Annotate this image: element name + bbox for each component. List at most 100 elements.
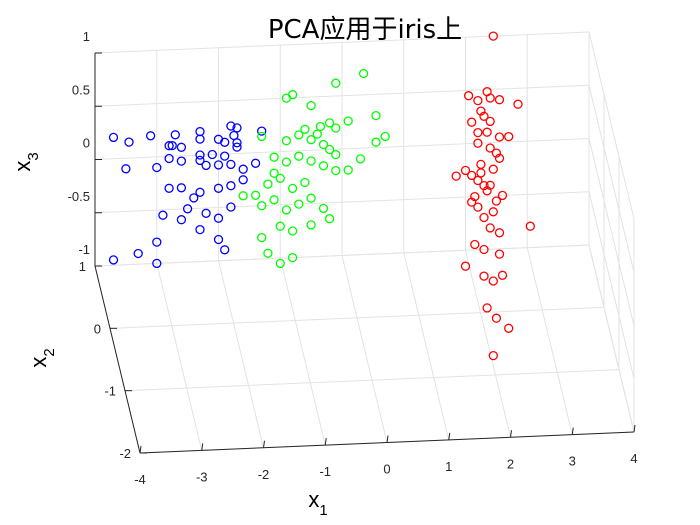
z-axis-label: x3 — [10, 152, 42, 171]
scatter-point-series-2 — [306, 135, 316, 145]
scatter-point-series-3 — [479, 111, 489, 121]
scatter-point-series-3 — [476, 106, 486, 116]
gridline — [588, 138, 635, 326]
scatter-point-series-2 — [250, 190, 261, 200]
scatter-point-series-2 — [269, 195, 279, 205]
gridline — [94, 84, 590, 107]
scatter-point-series-1 — [207, 149, 217, 160]
scatter-point-series-1 — [213, 160, 224, 170]
gridline — [341, 255, 388, 443]
y-axis-label-base: x — [26, 357, 51, 368]
gridline — [279, 258, 326, 446]
scatter-point-series-1 — [213, 213, 224, 223]
scatter-point-series-2 — [287, 226, 298, 236]
scatter-point-series-2 — [331, 123, 341, 133]
scatter-point-series-2 — [269, 168, 279, 178]
scatter-point-series-3 — [485, 223, 495, 233]
scatter-point-series-2 — [358, 68, 369, 79]
scatter-point-series-2 — [306, 220, 316, 230]
axis-lines — [94, 52, 636, 454]
scatter-point-series-1 — [195, 187, 205, 197]
scatter-point-series-1 — [238, 175, 248, 185]
gridline — [465, 250, 511, 438]
scatter-point-series-3 — [488, 276, 498, 286]
scatter-point-series-2 — [238, 191, 248, 201]
scatter-point-series-1 — [176, 183, 187, 193]
z-axis-label-subscript: 3 — [25, 152, 42, 160]
x-tick-label: -1 — [319, 464, 331, 479]
scatter-point-series-2 — [300, 177, 310, 188]
scatter-point-series-3 — [497, 190, 508, 201]
gridline — [94, 31, 590, 54]
scatter-point-series-3 — [491, 313, 502, 323]
y-tick-label: 0 — [94, 321, 101, 336]
scatter-point-series-3 — [488, 207, 498, 217]
z-tick-label: 0.5 — [72, 82, 90, 97]
scatter-point-series-2 — [371, 110, 381, 121]
x-tick-label: -3 — [196, 469, 208, 484]
scatter-point-series-3 — [467, 117, 477, 127]
scatter-point-series-3 — [482, 303, 492, 313]
scatter-point-series-1 — [238, 164, 248, 174]
scatter-point-series-2 — [318, 203, 329, 214]
scatter-point-series-2 — [324, 118, 335, 128]
x-tick-label: 1 — [445, 459, 452, 474]
scatter-point-series-3 — [482, 186, 492, 196]
scatter-point-series-3 — [494, 95, 505, 105]
scatter-point-series-3 — [473, 138, 483, 148]
x-tick-label: 0 — [383, 462, 390, 477]
scatter-point-series-2 — [343, 116, 353, 126]
gridline — [156, 263, 203, 451]
x-tick-mark — [510, 430, 512, 438]
scatter-point-series-1 — [152, 258, 162, 269]
scatter-point-series-1 — [195, 155, 205, 166]
scatter-point-series-1 — [195, 224, 205, 235]
scatter-point-series-3 — [513, 99, 523, 109]
scatter-point-series-2 — [324, 144, 335, 155]
scatter-point-series-3 — [473, 202, 483, 212]
scatter-point-series-1 — [164, 141, 174, 151]
scatter-point-series-2 — [306, 193, 316, 203]
z-tick-label: -1 — [78, 242, 90, 257]
scatter-point-series-3 — [485, 116, 495, 127]
scatter-point-series-3 — [488, 350, 498, 361]
scatter-point-series-2 — [287, 183, 298, 194]
scatter-point-series-1 — [164, 183, 174, 193]
scatter-point-series-2 — [294, 151, 304, 161]
scatter-point-series-2 — [324, 214, 335, 224]
scatter-point-series-2 — [306, 156, 316, 166]
x-tick-label: -4 — [134, 472, 146, 487]
scatter-point-series-1 — [170, 130, 180, 140]
gridline — [94, 138, 590, 160]
scatter-point-series-3 — [467, 170, 477, 181]
scatter-point-series-3 — [460, 261, 471, 271]
y-axis-line — [94, 265, 141, 454]
gridline — [588, 31, 635, 220]
scatter-point-series-3 — [473, 175, 483, 186]
scatter-point-series-2 — [306, 100, 316, 111]
z-tick-label: 0 — [83, 136, 90, 151]
z-tick-label: -0.5 — [68, 189, 90, 204]
scatter-point-series-3 — [479, 180, 489, 191]
scatter-point-series-1 — [176, 215, 187, 225]
scatter-point-series-2 — [263, 248, 273, 258]
scatter-point-series-3 — [479, 244, 489, 255]
x-tick-label: 2 — [507, 456, 514, 471]
scatter-point-series-1 — [250, 158, 261, 168]
scatter-point-series-1 — [232, 142, 242, 152]
z-tick-label: 1 — [83, 29, 90, 44]
scatter-point-series-3 — [494, 249, 505, 259]
scatter-point-series-2 — [331, 78, 341, 88]
scatter-point-series-2 — [315, 121, 326, 132]
x-tick-label: 4 — [630, 451, 637, 466]
scatter-point-series-1 — [152, 237, 162, 247]
scatter-point-series-2 — [269, 152, 279, 162]
scatter-point-series-3 — [488, 164, 498, 174]
scatter-point-series-3 — [494, 153, 505, 163]
scatter-point-series-1 — [158, 210, 168, 220]
scatter-point-series-3 — [525, 221, 535, 231]
scatter-point-series-3 — [476, 159, 486, 170]
x-tick-mark — [139, 445, 142, 454]
scatter-point-series-1 — [189, 193, 199, 203]
